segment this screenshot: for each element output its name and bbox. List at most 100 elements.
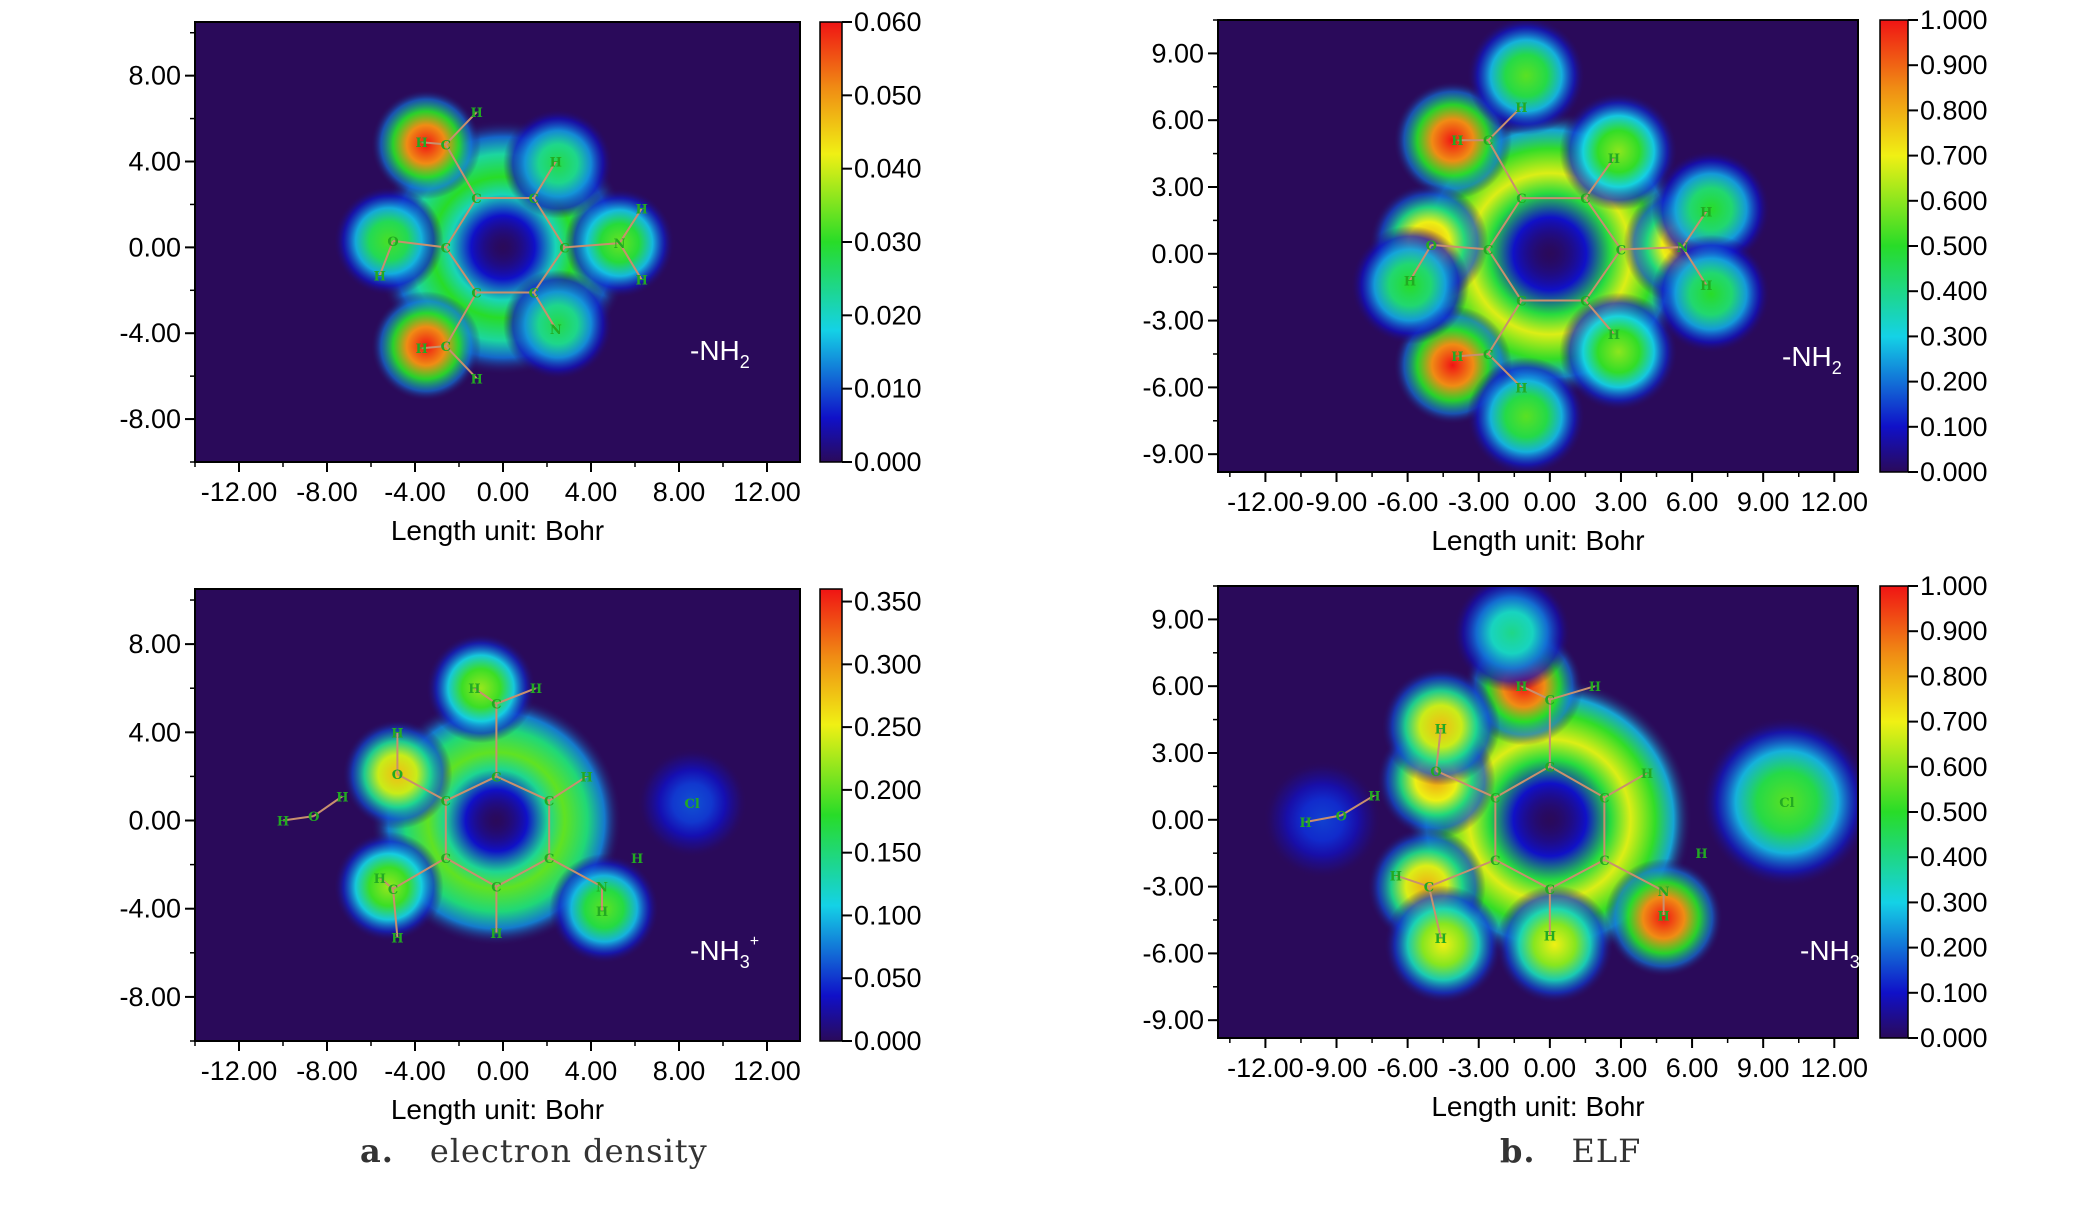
bond-line [1494,765,1551,799]
atom-label: H [1390,869,1402,884]
colorbar-tick-label: 1.000 [1920,5,1988,35]
x-tick-label: 6.00 [1666,487,1719,517]
atom-label: H [1589,680,1601,695]
x-tick-label: 0.00 [477,477,530,507]
atom-label: H [391,931,403,946]
x-axis-label: Length unit: Bohr [1431,1091,1644,1122]
plot-frame [194,21,801,463]
atom-label: H [1404,275,1416,290]
atom-label: C [1599,854,1609,869]
bond-line [548,775,588,802]
bond-line [396,773,447,802]
atom-label: C [441,340,451,355]
x-tick-label: -3.00 [1448,1053,1510,1083]
density-blob [1383,885,1503,1004]
colorbar-tick-label: 0.100 [1920,978,1988,1008]
chart-b_top: C C C C C C O H C H H C H H H H N H H 9.00 6.00 3.00 0.00 -3.00… [1142,5,1987,556]
bond-line [1428,858,1496,888]
atom-label: N [614,237,626,252]
colorbar-tick-label: 0.300 [1920,321,1988,351]
atom-label: C [544,852,554,867]
bond-line [421,345,446,350]
bond-line [1549,765,1605,799]
atom-label: C [1599,792,1609,807]
colorbar-tick-label: 0.050 [854,80,922,110]
y-tick-label: -9.00 [1142,439,1204,469]
y-tick-label: 9.00 [1151,604,1204,634]
y-tick-label: 3.00 [1151,738,1204,768]
atom-label: O [387,235,398,250]
atom-label: O [392,768,403,783]
atom-label: H [631,852,643,867]
atom-label: N [550,323,562,338]
x-tick-label: 0.00 [1524,1053,1577,1083]
colorbar-tick-label: 0.900 [1920,616,1988,646]
atom-label: C [1424,881,1434,896]
atom-label: C [1516,192,1526,207]
density-blob [1495,885,1614,1004]
atom-label: H [635,203,647,218]
atom-label: H [1515,680,1527,695]
y-tick-label: -3.00 [1142,872,1204,902]
bond-line [1681,246,1708,286]
bond-line [496,687,537,705]
y-tick-label: 0.00 [1151,239,1204,269]
y-tick-label: 4.00 [128,147,181,177]
y-tick-label: -8.00 [119,404,181,434]
atom-label: N [596,881,608,896]
bond-line [1487,248,1523,302]
bond-line [1584,197,1622,250]
atom-label: H [470,372,482,387]
colorbar-tick-label: 0.200 [1920,367,1988,397]
bond-line [1487,300,1523,355]
density-blob [1559,92,1678,211]
atom-label: H [580,770,592,785]
atom-label: C [1545,694,1555,709]
colorbar-tick-label: 0.030 [854,227,922,257]
x-tick-label: -4.00 [384,477,446,507]
y-tick-label: -8.00 [119,982,181,1012]
molecule: C C C C C C O H C H H C H H H H N H H [1404,101,1713,397]
plot-frame [194,588,801,1042]
x-tick-label: 0.00 [477,1056,530,1086]
x-tick-label: 12.00 [733,1056,801,1086]
bond-line [1549,858,1605,890]
x-tick-label: 4.00 [565,477,618,507]
colorbar-tick-label: 0.000 [854,1026,922,1056]
bond-line [1431,243,1489,251]
density-blob [333,831,444,942]
x-tick-label: -12.00 [201,1056,278,1086]
x-tick-label: 12.00 [1801,487,1869,517]
x-tick-label: 9.00 [1737,1053,1790,1083]
atom-label: H [1695,847,1707,862]
x-tick-label: 3.00 [1595,487,1648,517]
bond-line [392,857,447,890]
heatmap-field [1350,20,1771,472]
atom-label: H [1451,350,1463,365]
bond-line [618,242,643,281]
plot-frame [1217,19,1859,473]
colorbar-tick-label: 0.900 [1920,50,1988,80]
atom-label: C [441,138,451,153]
y-tick-label: 0.00 [1151,805,1204,835]
colorbar-tick-label: 0.500 [1920,797,1988,827]
atom-label: H [1657,910,1669,925]
atom-label: C [1483,134,1493,149]
bond-line [1395,874,1430,888]
atom-label: O [308,810,319,825]
x-tick-label: 9.00 [1737,487,1790,517]
atom-label: H [1435,723,1447,738]
bond-line [421,141,446,146]
bond-line [1584,248,1622,302]
bond-line [564,242,620,249]
y-tick-label: -3.00 [1142,306,1204,336]
x-tick-label: 3.00 [1595,1053,1648,1083]
colorbar-tick-label: 0.040 [854,154,922,184]
bond-line [445,775,497,802]
colorbar-tick-label: 0.250 [854,712,922,742]
colorbar-tick-label: 0.350 [854,587,922,617]
y-tick-label: 3.00 [1151,172,1204,202]
colorbar-tick-label: 0.800 [1920,95,1988,125]
